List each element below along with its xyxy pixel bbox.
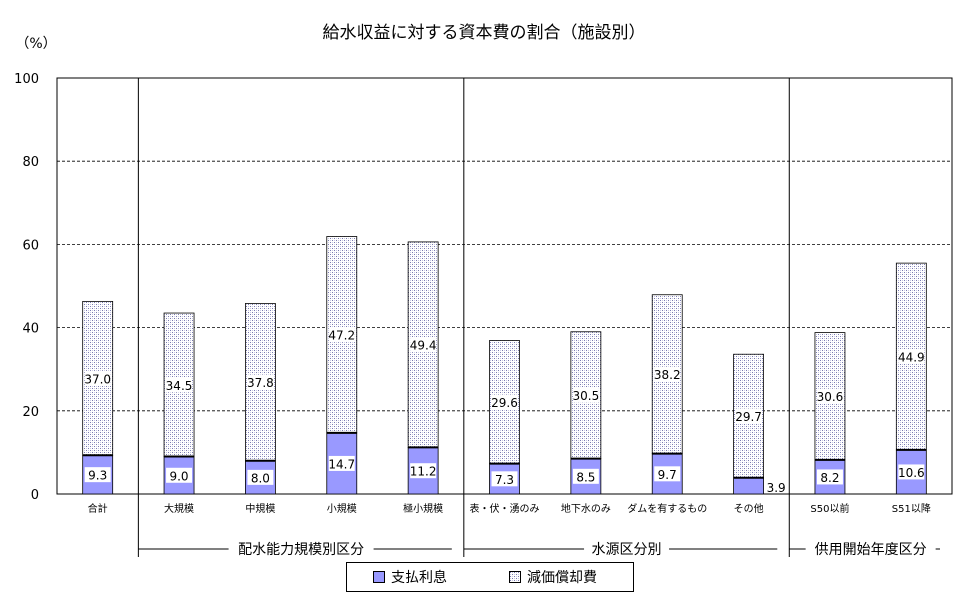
y-tick-label: 40 (22, 322, 39, 337)
chart-title: 給水収益に対する資本費の割合（施設別） (323, 23, 646, 43)
data-label-interest: 8.2 (820, 471, 839, 485)
data-label-bg (247, 374, 274, 390)
data-label-bg (816, 388, 843, 404)
y-tick-label: 20 (22, 405, 39, 420)
data-label-bg (410, 463, 437, 479)
data-label-bg (491, 471, 518, 487)
data-label-interest: 11.2 (410, 465, 437, 479)
data-label-bg (654, 466, 681, 482)
data-label-bg (491, 394, 518, 410)
x-tick-label: 合計 (88, 502, 108, 515)
data-label-bg (166, 377, 193, 393)
x-tick-label: 中規模 (245, 502, 275, 515)
data-label-bg (654, 366, 681, 382)
data-label-interest: 8.0 (251, 471, 270, 485)
data-label-depreciation: 29.7 (735, 410, 762, 424)
bar-interest (733, 477, 764, 495)
y-tick-label: 0 (31, 488, 39, 503)
x-tick-label: その他 (734, 502, 764, 515)
x-tick-label: 極小規模 (403, 502, 443, 515)
x-tick-label: S50以前 (810, 502, 849, 515)
x-tick-label: 大規模 (164, 502, 194, 515)
x-tick-label: 小規模 (327, 503, 357, 515)
legend-label-depreciation: 減価償却費 (527, 570, 597, 586)
x-tick-label: 表・伏・湧のみ (470, 502, 540, 515)
data-label-bg (898, 349, 925, 365)
data-label-interest: 9.7 (658, 468, 677, 482)
legend-swatch-depreciation (509, 571, 521, 583)
legend-item-interest: 支払利息 (373, 569, 447, 586)
data-label-interest: 8.5 (576, 470, 595, 484)
group-label: 配水能力規模別区分 (238, 542, 364, 558)
group-label: 水源区分別 (592, 542, 662, 558)
data-label-interest: 9.3 (88, 469, 107, 483)
data-label-depreciation: 29.6 (491, 396, 518, 410)
y-tick-label: 60 (22, 238, 39, 253)
legend: 支払利息 減価償却費 (346, 562, 634, 592)
data-label-depreciation: 44.9 (898, 351, 925, 365)
legend-item-depreciation: 減価償却費 (509, 569, 597, 586)
data-label-depreciation: 38.2 (654, 368, 681, 382)
data-label-bg (572, 468, 599, 484)
x-tick-label: 地下水のみ (561, 502, 611, 515)
data-label-interest: 9.0 (169, 469, 188, 483)
data-label-bg (898, 464, 925, 480)
data-label-depreciation: 30.5 (573, 389, 600, 403)
x-tick-label: S51以降 (892, 502, 931, 515)
data-label-bg (328, 327, 355, 343)
data-label-bg (247, 469, 274, 485)
data-label-bg (816, 469, 843, 485)
data-label-bg (328, 455, 355, 471)
data-label-bg (735, 408, 762, 424)
data-label-depreciation: 30.6 (817, 390, 844, 404)
data-label-interest: 14.7 (328, 457, 355, 471)
data-label-depreciation: 37.8 (247, 376, 274, 390)
y-tick-label: 100 (14, 72, 39, 87)
y-axis-unit: （%） (15, 36, 56, 52)
legend-label-interest: 支払利息 (391, 570, 447, 586)
data-label-bg (166, 467, 193, 483)
data-label-depreciation: 34.5 (166, 379, 193, 393)
legend-swatch-interest (373, 571, 385, 583)
data-label-interest: 10.6 (898, 466, 925, 480)
data-label-bg (410, 337, 437, 353)
x-tick-label: ダムを有するもの (627, 502, 707, 515)
group-label: 供用開始年度区分 (815, 542, 927, 558)
data-label-depreciation: 47.2 (328, 329, 355, 343)
data-label-interest: 3.9 (767, 481, 786, 495)
data-label-bg (84, 370, 111, 386)
data-label-depreciation: 37.0 (84, 372, 111, 386)
y-tick-label: 80 (22, 155, 39, 170)
data-label-bg (84, 467, 111, 483)
data-label-bg (572, 387, 599, 403)
data-label-depreciation: 49.4 (410, 339, 437, 353)
data-label-interest: 7.3 (495, 473, 514, 487)
